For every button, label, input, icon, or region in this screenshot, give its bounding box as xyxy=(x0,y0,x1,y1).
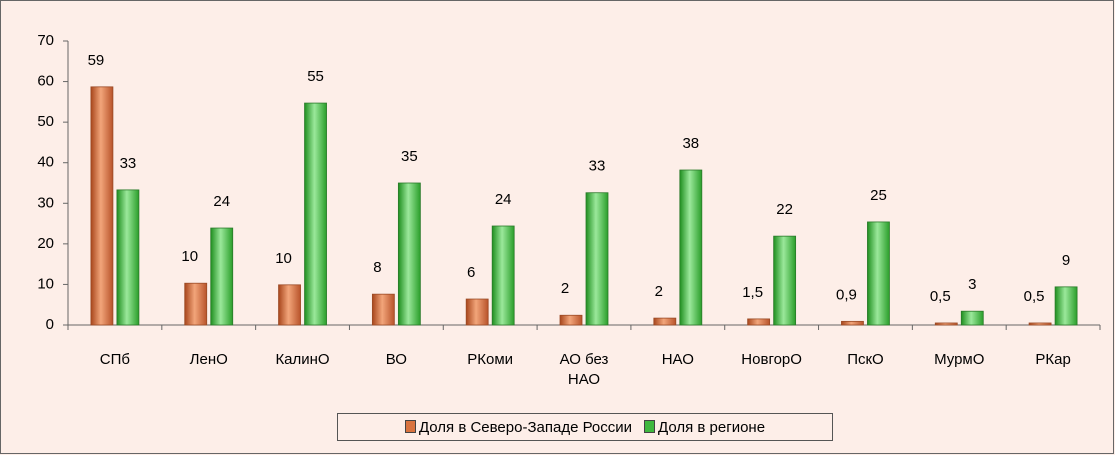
bar xyxy=(559,314,583,326)
x-tick-label: ВО xyxy=(385,351,407,368)
x-tick-label: ЛенО xyxy=(189,351,228,368)
x-tick-label: РКоми xyxy=(467,351,514,368)
bar xyxy=(90,86,114,326)
data-label: 3 xyxy=(968,276,976,293)
bar xyxy=(116,189,140,326)
bar xyxy=(1054,286,1078,326)
x-tick-label: АО без НАО xyxy=(559,351,609,388)
bar xyxy=(747,318,771,326)
bar xyxy=(934,322,958,326)
y-tick-label: 60 xyxy=(37,73,54,90)
legend-item: Доля в регионе xyxy=(644,419,765,436)
data-label: 0,9 xyxy=(836,286,857,303)
data-label: 35 xyxy=(401,148,418,165)
bar xyxy=(585,192,609,326)
data-label: 33 xyxy=(589,158,606,175)
x-tick-label: ПскО xyxy=(847,351,884,368)
y-tick-label: 0 xyxy=(46,316,54,333)
data-label: 25 xyxy=(870,187,887,204)
legend-label: Доля в регионе xyxy=(658,418,766,436)
y-tick-label: 50 xyxy=(37,113,54,130)
bar xyxy=(841,320,864,326)
x-tick-label: МурмО xyxy=(934,351,985,368)
data-label: 1,5 xyxy=(742,284,763,301)
bar xyxy=(210,227,234,326)
data-label: 33 xyxy=(120,155,137,172)
data-label: 2 xyxy=(561,280,569,297)
bar xyxy=(304,102,327,326)
data-label: 55 xyxy=(307,68,324,85)
data-label: 0,5 xyxy=(1024,288,1045,305)
bar xyxy=(773,235,797,326)
data-label: 8 xyxy=(373,259,381,276)
bar xyxy=(397,182,421,326)
legend-swatch xyxy=(644,419,656,433)
bar xyxy=(653,317,677,326)
bar xyxy=(465,298,489,326)
y-tick-label: 20 xyxy=(37,235,54,252)
data-label: 10 xyxy=(181,248,198,265)
data-label: 22 xyxy=(776,201,793,218)
bar xyxy=(371,293,395,326)
legend-label: Доля в Северо-Западе России xyxy=(418,418,633,436)
bar xyxy=(960,310,984,326)
data-label: 0,5 xyxy=(930,288,951,305)
data-label: 38 xyxy=(682,135,699,152)
data-label: 6 xyxy=(467,264,475,281)
data-label: 9 xyxy=(1062,252,1070,269)
legend-swatch xyxy=(404,419,416,433)
legend: Доля в Северо-Западе России Доля в регион… xyxy=(337,413,833,441)
bar xyxy=(679,169,703,326)
bar xyxy=(867,221,890,326)
data-label: 24 xyxy=(213,193,230,210)
y-tick-label: 70 xyxy=(37,32,54,49)
x-tick-label: СПб xyxy=(99,351,131,368)
data-label: 59 xyxy=(88,52,105,69)
x-tick-label: НовгорО xyxy=(741,351,802,368)
x-tick-label: РКар xyxy=(1035,351,1071,368)
bar xyxy=(278,284,301,326)
y-tick-label: 40 xyxy=(37,154,54,171)
data-label: 10 xyxy=(275,250,292,267)
bar xyxy=(1028,322,1052,326)
bar xyxy=(184,282,208,326)
x-tick-label: КалинО xyxy=(275,351,330,368)
legend-item: Доля в Северо-Западе России xyxy=(404,418,633,436)
bar xyxy=(491,225,515,326)
data-label: 24 xyxy=(495,191,512,208)
y-tick-label: 10 xyxy=(37,275,54,292)
y-tick-label: 30 xyxy=(37,194,54,211)
data-label: 2 xyxy=(655,283,663,300)
x-tick-label: НАО xyxy=(661,351,694,368)
